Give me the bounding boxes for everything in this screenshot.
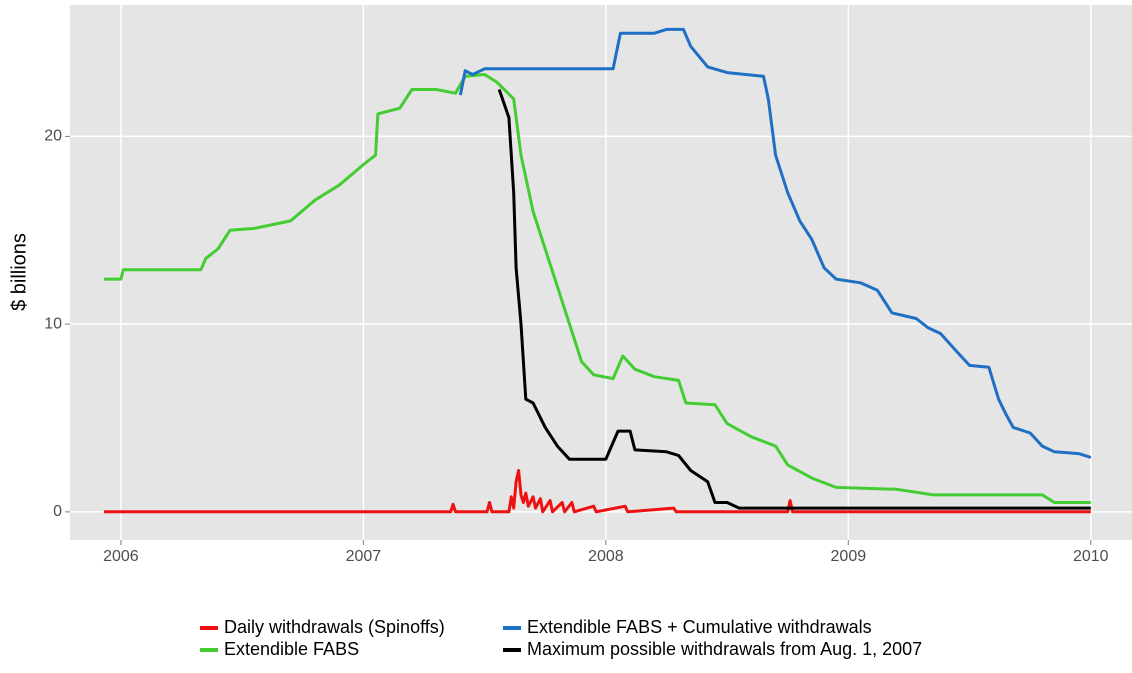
x-tick-label: 2010 xyxy=(1073,548,1109,565)
x-tick-label: 2006 xyxy=(103,548,139,565)
plot-background xyxy=(70,5,1132,540)
series-line xyxy=(103,73,1091,504)
x-tick-label: 2007 xyxy=(346,548,382,565)
x-tick-label: 2009 xyxy=(831,548,867,565)
series-line xyxy=(103,469,1091,514)
y-axis-label: $ billions xyxy=(8,233,30,311)
legend-label: Extendible FABS xyxy=(224,639,359,659)
y-tick-label: 20 xyxy=(44,128,62,145)
y-tick-label: 0 xyxy=(53,503,62,520)
series-line xyxy=(497,89,1091,510)
x-tick-label: 2008 xyxy=(588,548,624,565)
series-line xyxy=(458,27,1092,459)
y-tick-label: 10 xyxy=(44,315,62,332)
legend-label: Daily withdrawals (Spinoffs) xyxy=(224,617,445,637)
legend-label: Maximum possible withdrawals from Aug. 1… xyxy=(527,639,922,659)
legend-label: Extendible FABS + Cumulative withdrawals xyxy=(527,617,872,637)
